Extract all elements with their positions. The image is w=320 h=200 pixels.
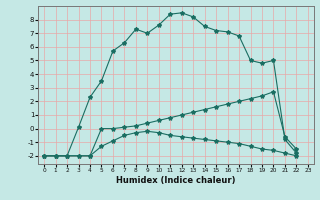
X-axis label: Humidex (Indice chaleur): Humidex (Indice chaleur) (116, 176, 236, 185)
